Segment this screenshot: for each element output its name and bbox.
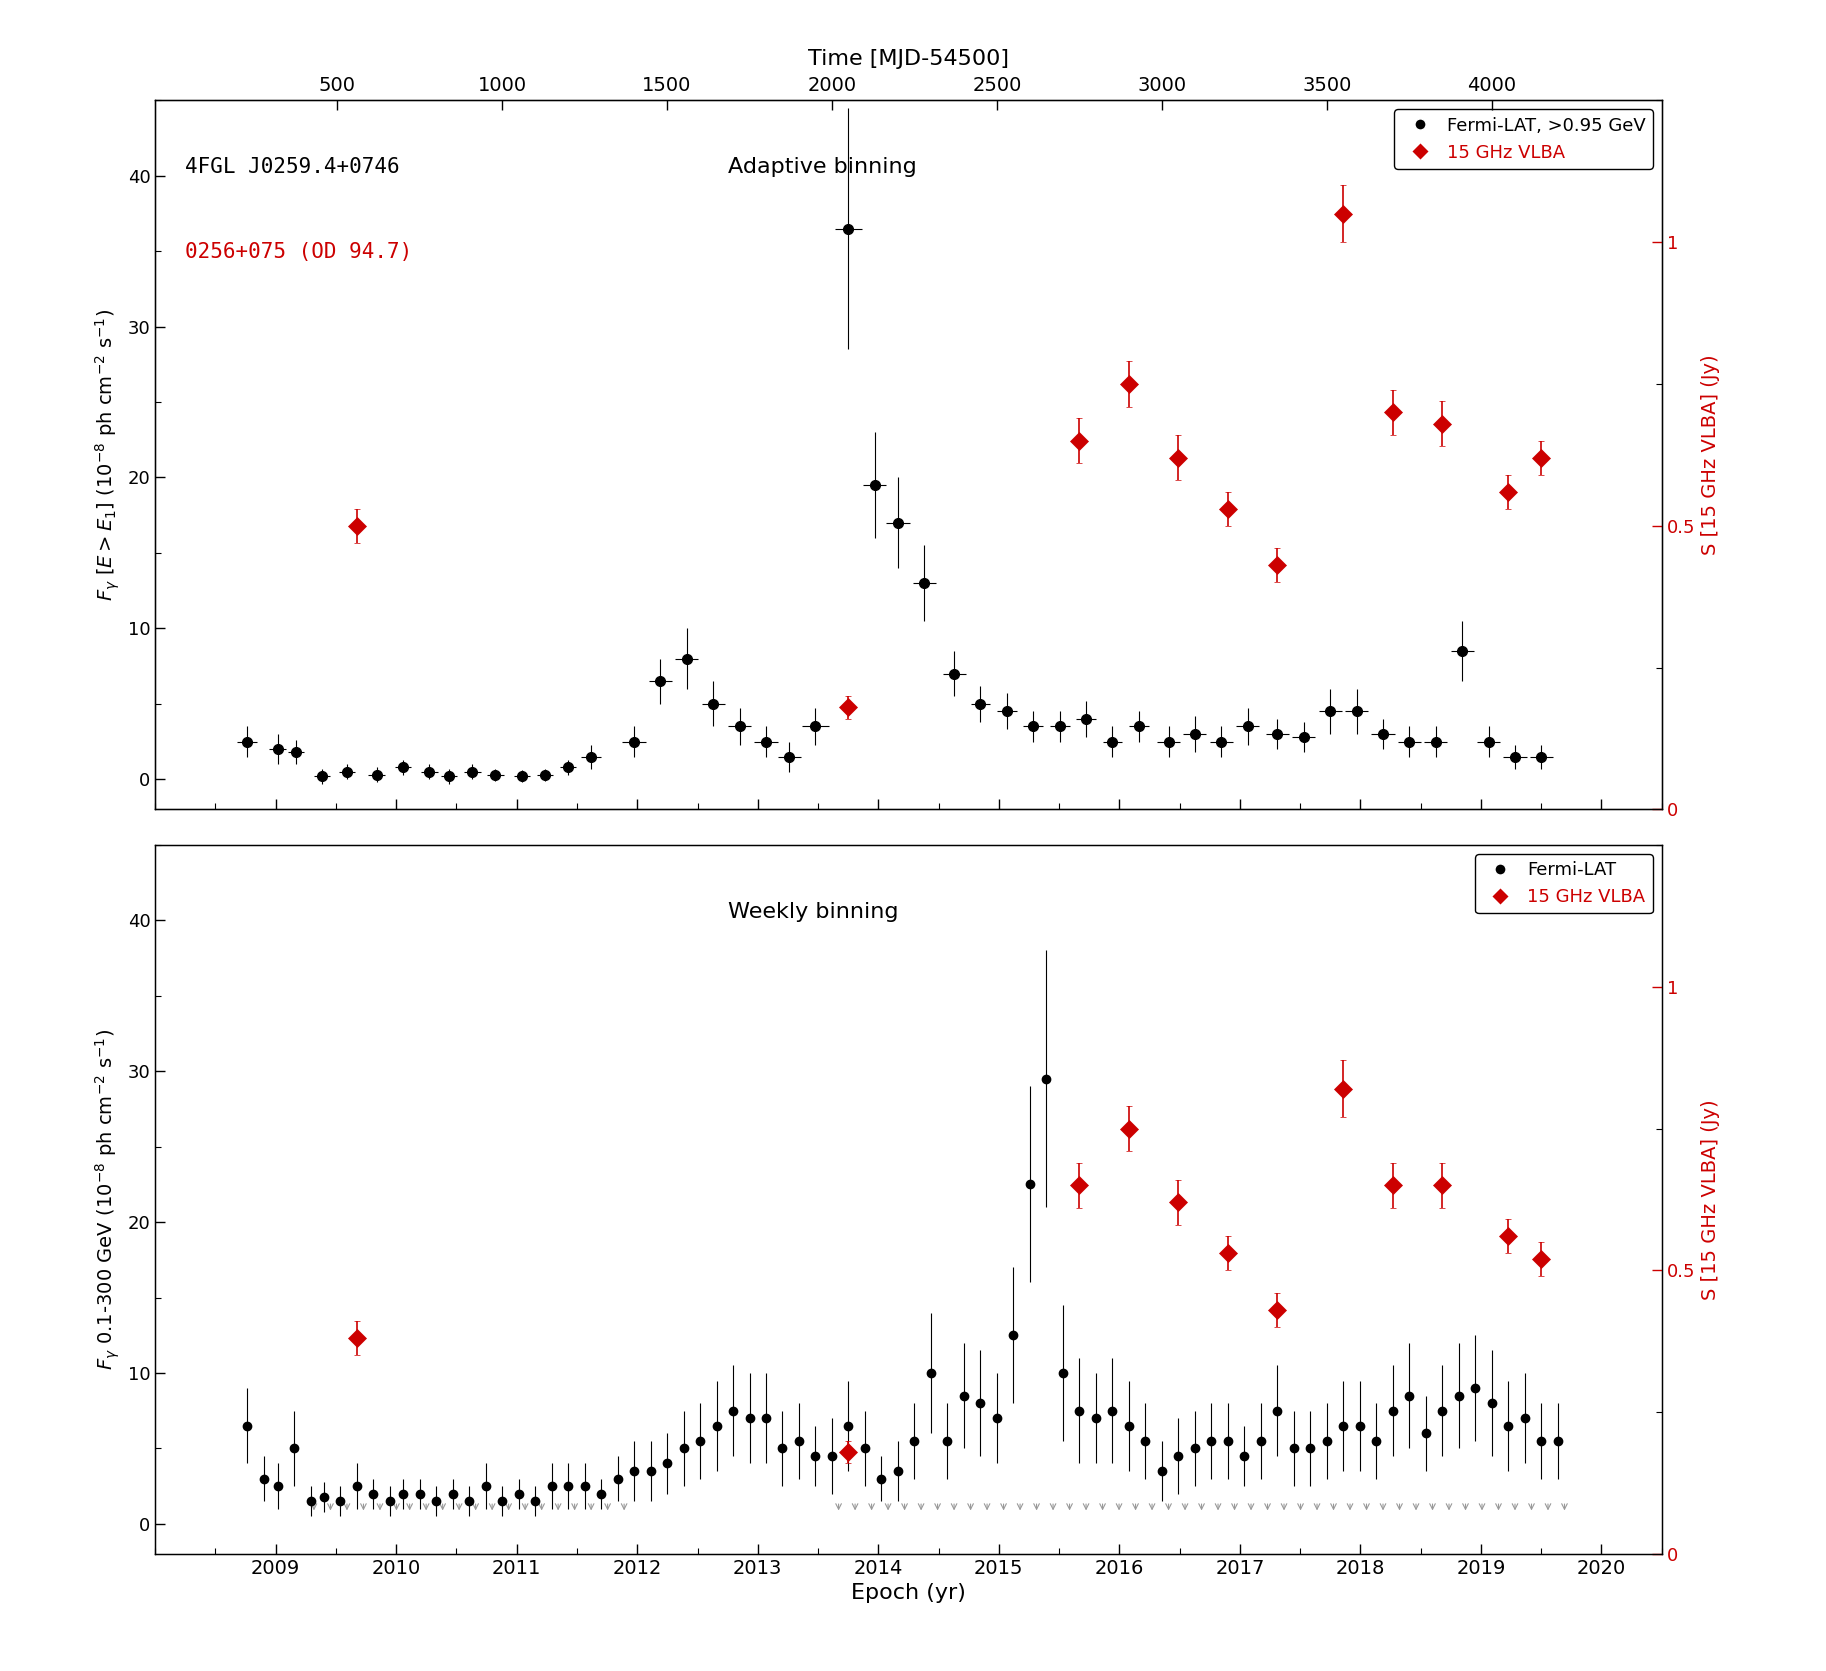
- X-axis label: Epoch (yr): Epoch (yr): [851, 1584, 966, 1604]
- X-axis label: Time [MJD-54500]: Time [MJD-54500]: [807, 48, 1010, 69]
- Y-axis label: S [15 GHz VLBA] (Jy): S [15 GHz VLBA] (Jy): [1700, 354, 1720, 555]
- Legend: Fermi-LAT, 15 GHz VLBA: Fermi-LAT, 15 GHz VLBA: [1475, 854, 1653, 914]
- Legend: Fermi-LAT, >0.95 GeV, 15 GHz VLBA: Fermi-LAT, >0.95 GeV, 15 GHz VLBA: [1395, 109, 1653, 169]
- Text: Weekly binning: Weekly binning: [727, 902, 898, 922]
- Y-axis label: S [15 GHz VLBA] (Jy): S [15 GHz VLBA] (Jy): [1700, 1100, 1720, 1300]
- Y-axis label: $F_{\gamma}\ [E{>}E_1]\ (10^{-8}\ \mathrm{ph\ cm^{-2}\ s^{-1}})$: $F_{\gamma}\ [E{>}E_1]\ (10^{-8}\ \mathr…: [93, 309, 122, 602]
- Text: 4FGL J0259.4+0746: 4FGL J0259.4+0746: [186, 157, 400, 177]
- Text: Adaptive binning: Adaptive binning: [727, 157, 917, 177]
- Text: 0256+075 (OD 94.7): 0256+075 (OD 94.7): [186, 242, 413, 262]
- Y-axis label: $F_{\gamma}\ 0.1\text{-}300\ \mathrm{GeV}\ (10^{-8}\ \mathrm{ph\ cm^{-2}\ s^{-1}: $F_{\gamma}\ 0.1\text{-}300\ \mathrm{GeV…: [93, 1029, 122, 1370]
